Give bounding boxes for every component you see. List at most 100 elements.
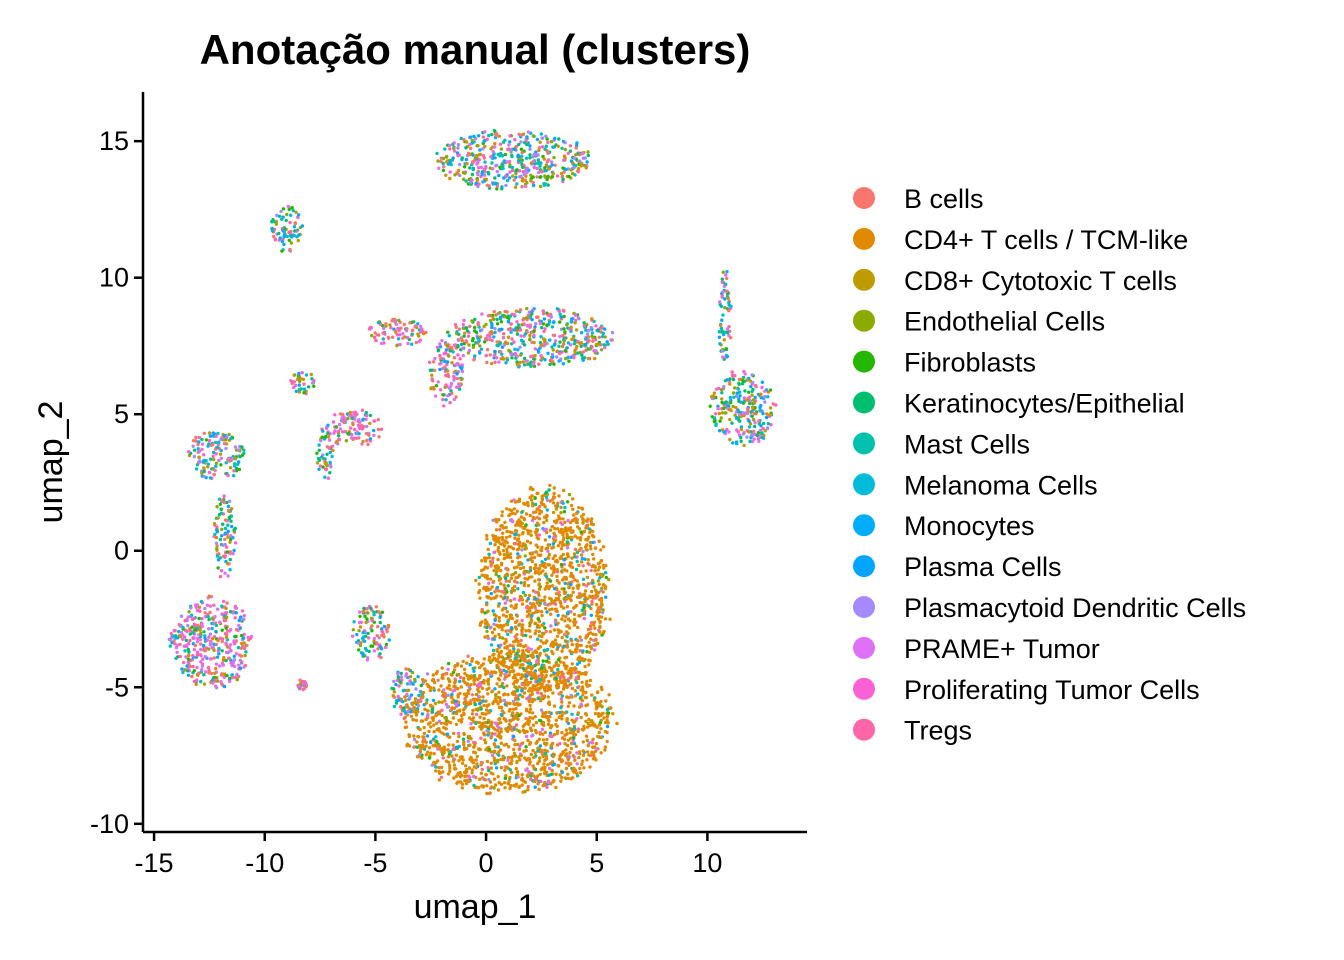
scatter-point bbox=[428, 721, 432, 725]
scatter-point bbox=[485, 585, 489, 590]
scatter-point bbox=[543, 667, 547, 671]
scatter-point bbox=[448, 160, 452, 164]
scatter-point bbox=[502, 698, 506, 703]
scatter-point bbox=[577, 583, 581, 588]
scatter-point bbox=[468, 142, 472, 147]
scatter-point bbox=[571, 354, 575, 358]
scatter-point bbox=[528, 703, 532, 708]
scatter-point bbox=[439, 770, 443, 775]
scatter-point bbox=[514, 723, 519, 727]
scatter-point bbox=[231, 551, 235, 556]
scatter-point bbox=[510, 153, 514, 157]
scatter-point bbox=[485, 137, 489, 141]
scatter-point bbox=[552, 155, 556, 160]
scatter-point bbox=[545, 177, 549, 182]
scatter-point bbox=[503, 601, 507, 605]
scatter-point bbox=[418, 753, 422, 757]
scatter-point bbox=[505, 729, 510, 734]
scatter-point bbox=[517, 518, 521, 522]
scatter-point bbox=[467, 766, 472, 770]
scatter-point bbox=[416, 322, 420, 326]
scatter-point bbox=[562, 590, 567, 594]
scatter-point bbox=[361, 636, 365, 641]
scatter-point bbox=[525, 166, 529, 170]
scatter-point bbox=[228, 540, 232, 544]
scatter-point bbox=[443, 716, 447, 720]
scatter-point bbox=[582, 324, 586, 328]
scatter-point bbox=[539, 184, 543, 189]
scatter-point bbox=[511, 711, 515, 715]
scatter-point bbox=[513, 532, 517, 537]
scatter-point bbox=[207, 647, 211, 651]
scatter-point bbox=[492, 317, 496, 321]
scatter-point bbox=[497, 625, 501, 629]
scatter-point bbox=[392, 704, 397, 709]
scatter-point bbox=[583, 342, 588, 347]
scatter-point bbox=[451, 350, 455, 354]
scatter-point bbox=[483, 667, 487, 671]
scatter-point bbox=[528, 513, 532, 518]
scatter-point bbox=[381, 337, 385, 341]
scatter-point bbox=[498, 684, 502, 689]
scatter-point bbox=[458, 679, 462, 684]
scatter-point bbox=[445, 344, 450, 348]
scatter-point bbox=[220, 649, 224, 653]
scatter-point bbox=[532, 329, 536, 334]
scatter-point bbox=[233, 606, 237, 610]
scatter-point bbox=[477, 134, 481, 138]
scatter-point bbox=[547, 586, 551, 591]
scatter-point bbox=[488, 791, 492, 795]
scatter-point bbox=[385, 629, 389, 634]
scatter-point bbox=[587, 663, 591, 667]
scatter-point bbox=[407, 734, 412, 739]
scatter-point bbox=[457, 759, 461, 763]
scatter-point bbox=[452, 776, 456, 780]
scatter-point bbox=[473, 325, 477, 330]
scatter-point bbox=[556, 658, 561, 662]
scatter-point bbox=[416, 332, 420, 336]
scatter-point bbox=[531, 589, 536, 593]
scatter-point bbox=[382, 624, 387, 629]
scatter-point bbox=[477, 575, 482, 580]
scatter-point bbox=[539, 553, 543, 557]
scatter-point bbox=[290, 235, 294, 239]
scatter-point bbox=[280, 217, 284, 221]
scatter-point bbox=[594, 741, 599, 746]
scatter-point bbox=[507, 579, 512, 583]
scatter-point bbox=[508, 649, 512, 653]
scatter-point bbox=[481, 135, 486, 139]
scatter-point bbox=[593, 588, 598, 592]
scatter-point bbox=[218, 502, 223, 506]
scatter-point bbox=[196, 636, 200, 641]
scatter-point bbox=[479, 727, 484, 731]
scatter-point bbox=[435, 151, 439, 156]
scatter-point bbox=[562, 597, 566, 601]
scatter-point bbox=[297, 371, 301, 376]
scatter-point bbox=[543, 730, 547, 734]
scatter-point bbox=[504, 576, 508, 581]
scatter-point bbox=[500, 681, 505, 686]
scatter-point bbox=[423, 707, 427, 711]
scatter-point bbox=[526, 784, 530, 789]
scatter-point bbox=[513, 571, 518, 575]
scatter-point bbox=[579, 672, 583, 676]
scatter-point bbox=[496, 758, 500, 762]
scatter-point bbox=[374, 338, 378, 343]
scatter-point bbox=[552, 320, 556, 324]
scatter-point bbox=[601, 590, 605, 594]
scatter-point bbox=[579, 638, 584, 642]
scatter-point bbox=[482, 716, 486, 721]
scatter-point bbox=[442, 404, 446, 408]
scatter-point bbox=[516, 153, 520, 157]
scatter-point bbox=[417, 693, 421, 698]
scatter-point bbox=[555, 679, 559, 684]
scatter-point bbox=[242, 448, 246, 452]
scatter-point bbox=[487, 747, 492, 752]
scatter-point bbox=[223, 438, 228, 442]
scatter-point bbox=[524, 648, 529, 652]
scatter-point bbox=[494, 588, 499, 592]
scatter-point bbox=[518, 744, 522, 748]
scatter-point bbox=[523, 659, 528, 663]
scatter-point bbox=[518, 308, 523, 312]
scatter-point bbox=[538, 321, 542, 326]
